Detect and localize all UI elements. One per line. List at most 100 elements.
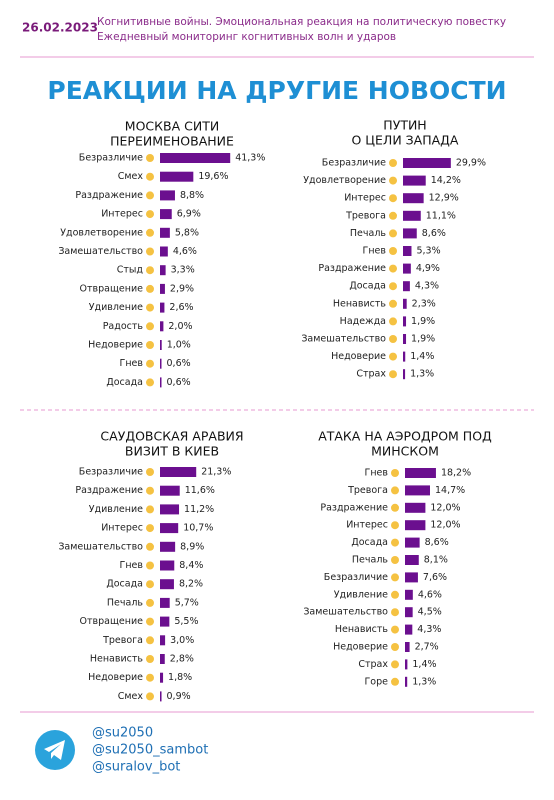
emoji	[146, 561, 154, 570]
category-label: Смех	[118, 691, 144, 702]
value-label: 7,6%	[423, 572, 447, 583]
value-label: 5,8%	[175, 227, 199, 238]
chart-title: АТАКА НА АЭРОДРОМ ПОД	[318, 429, 492, 444]
emoji	[146, 486, 154, 495]
bar	[160, 504, 180, 515]
value-label: 8,1%	[424, 555, 448, 566]
value-label: 12,9%	[429, 193, 459, 204]
emoji	[389, 299, 397, 308]
value-label: 1,4%	[412, 659, 436, 670]
bar	[403, 246, 412, 256]
category-label: Недоверие	[88, 672, 143, 683]
bar	[403, 334, 407, 344]
bar	[405, 485, 430, 496]
bar	[160, 302, 165, 313]
value-label: 12,0%	[430, 520, 460, 531]
bar	[160, 579, 174, 590]
emoji	[146, 266, 154, 275]
category-label: Досада	[349, 281, 386, 292]
category-label: Раздражение	[318, 263, 386, 274]
value-label: 1,9%	[411, 316, 435, 327]
bar	[405, 520, 426, 531]
value-label: 14,2%	[431, 175, 461, 186]
bar	[405, 555, 419, 565]
category-label: Удовлетворение	[303, 175, 386, 186]
category-label: Раздражение	[75, 485, 143, 496]
category-label: Смех	[118, 171, 144, 182]
bar	[405, 502, 426, 513]
category-label: Интерес	[346, 520, 388, 531]
value-label: 4,5%	[418, 607, 442, 618]
bar	[160, 358, 162, 369]
category-label: Ненависть	[333, 298, 387, 309]
value-label: 4,6%	[173, 246, 197, 257]
category-label: Тревога	[102, 635, 143, 646]
bar	[405, 537, 420, 548]
value-label: 3,3%	[171, 265, 195, 276]
value-label: 11,2%	[184, 504, 214, 515]
value-label: 0,9%	[167, 691, 191, 702]
emoji	[391, 538, 399, 547]
bar	[403, 369, 406, 380]
emoji	[146, 580, 154, 589]
bar	[160, 171, 194, 182]
handle[interactable]: @su2050_sambot	[92, 743, 208, 758]
emoji	[146, 524, 154, 533]
chart-title: САУДОВСКАЯ АРАВИЯ	[100, 429, 243, 444]
emoji	[389, 264, 397, 273]
emoji	[146, 284, 154, 293]
value-label: 2,9%	[170, 283, 194, 294]
bar	[160, 485, 180, 496]
value-label: 8,9%	[180, 541, 204, 552]
emoji	[146, 359, 154, 368]
emoji	[389, 194, 397, 203]
emoji	[146, 228, 154, 237]
category-label: Безразличие	[79, 153, 143, 164]
value-label: 8,6%	[422, 228, 446, 239]
value-label: 5,5%	[174, 616, 198, 627]
bar	[160, 523, 179, 534]
emoji	[146, 322, 154, 331]
emoji	[146, 617, 154, 626]
emoji	[391, 625, 399, 634]
handle[interactable]: @su2050	[92, 726, 153, 741]
bar	[405, 468, 436, 478]
category-label: Досада	[106, 579, 143, 590]
value-label: 8,2%	[179, 579, 203, 590]
emoji	[391, 469, 399, 477]
value-label: 4,3%	[417, 624, 441, 635]
bar	[160, 153, 231, 163]
value-label: 4,9%	[416, 263, 440, 274]
value-label: 11,6%	[185, 485, 215, 496]
bar	[160, 654, 165, 664]
value-label: 21,3%	[201, 467, 231, 478]
emoji	[146, 191, 154, 200]
value-label: 1,9%	[411, 334, 435, 345]
category-label: Гнев	[365, 468, 389, 479]
value-label: 10,7%	[183, 523, 213, 534]
emoji	[146, 303, 154, 312]
header-line: Ежедневный мониторинг когнитивных волн и…	[97, 31, 396, 43]
bar	[160, 190, 175, 201]
value-label: 1,0%	[167, 340, 191, 351]
emoji	[146, 378, 154, 387]
emoji	[391, 590, 399, 599]
category-label: Досада	[106, 377, 143, 388]
value-label: 19,6%	[198, 171, 228, 182]
value-label: 0,6%	[167, 358, 191, 369]
category-label: Удивление	[334, 589, 388, 600]
emoji	[389, 211, 397, 220]
bar	[160, 377, 162, 388]
value-label: 5,3%	[416, 246, 440, 257]
header-line: Когнитивные войны. Эмоциональная реакция…	[97, 16, 506, 28]
emoji	[389, 176, 397, 185]
handle[interactable]: @suralov_bot	[92, 760, 180, 775]
value-label: 41,3%	[235, 153, 265, 164]
category-label: Недоверие	[331, 351, 386, 362]
bar	[403, 316, 407, 327]
category-label: Досада	[351, 537, 388, 548]
category-label: Недоверие	[333, 642, 388, 653]
chart-title: МИНСКОМ	[371, 444, 439, 459]
bar	[160, 616, 170, 627]
bar	[403, 351, 406, 362]
